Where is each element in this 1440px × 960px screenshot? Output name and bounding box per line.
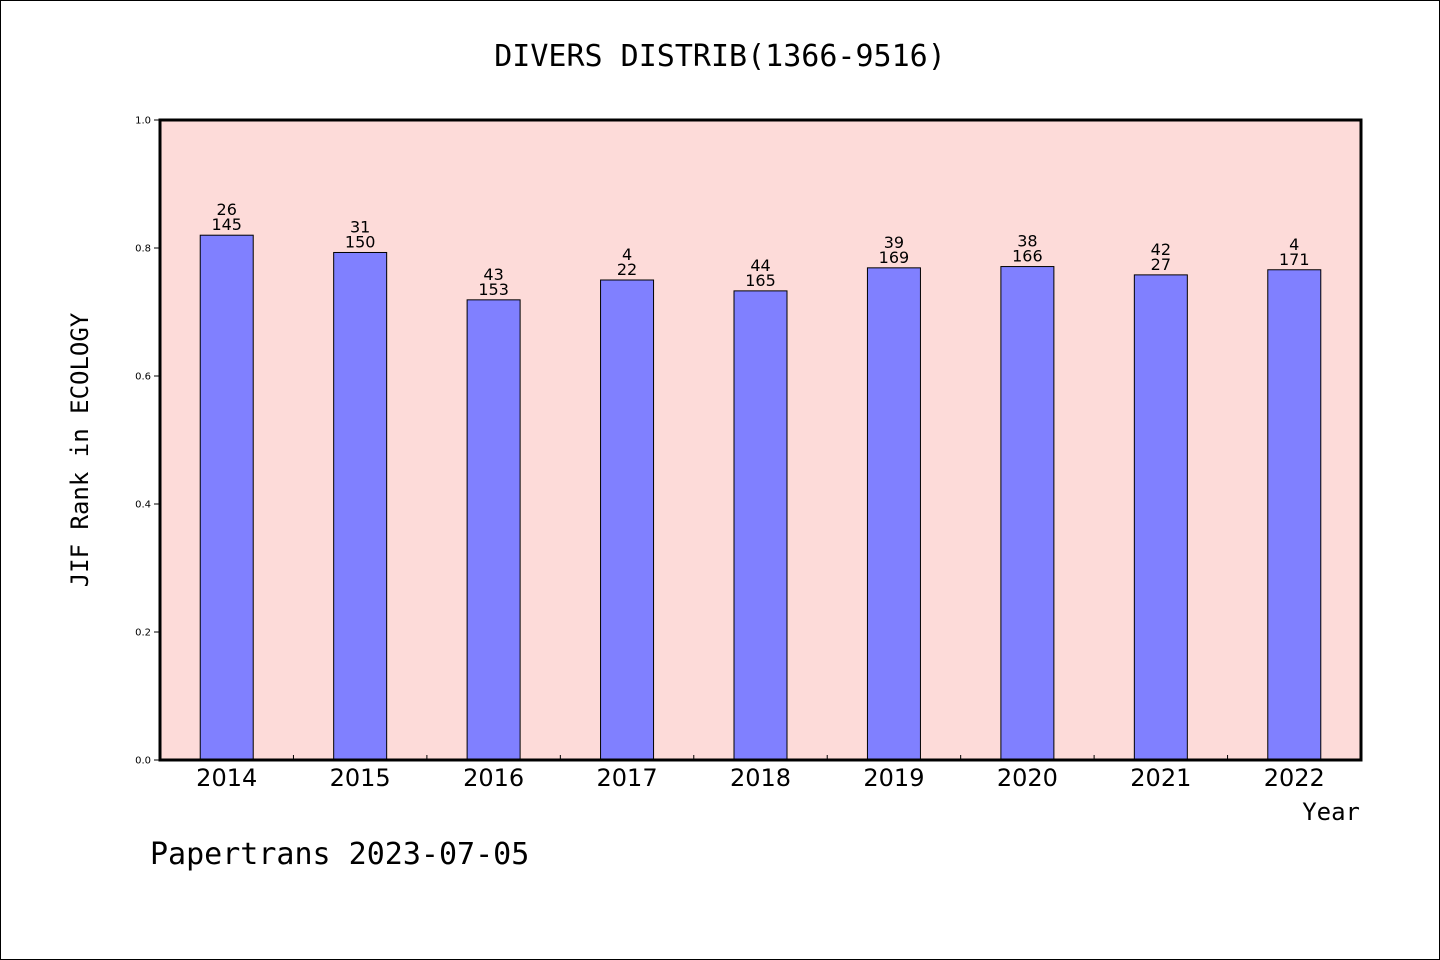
bar-rank-label: 4 <box>622 245 632 264</box>
bar-2014 <box>199 234 254 761</box>
chart-title: DIVERS DISTRIB(1366-9516) <box>494 39 946 74</box>
x-tick-label: 2015 <box>330 764 391 792</box>
bar-total-label: 27 <box>1151 255 1171 274</box>
x-tick-label: 2018 <box>730 764 791 792</box>
bar-total-label: 145 <box>211 215 242 234</box>
y-tick-label: 0.0 <box>135 756 151 767</box>
bar-total-label: 150 <box>345 232 376 251</box>
bar-rank-label: 44 <box>750 256 770 275</box>
bar-total-label: 22 <box>617 260 637 279</box>
bar-2016 <box>466 299 521 761</box>
y-axis: 0.0 0.2 0.4 0.6 0.8 1.0 <box>135 116 160 767</box>
bar-total-label: 169 <box>879 248 910 267</box>
y-tick-label: 0.6 <box>135 372 151 383</box>
x-tick-label: 2017 <box>597 764 658 792</box>
bar-rank-label: 38 <box>1017 232 1037 251</box>
x-tick-label: 2022 <box>1264 764 1325 792</box>
x-axis-label: Year <box>1302 798 1360 826</box>
bar-total-label: 165 <box>745 271 776 290</box>
bars-group <box>199 234 1322 761</box>
y-tick-label: 0.8 <box>135 244 151 255</box>
bar-total-label: 166 <box>1012 247 1043 266</box>
x-tick-label: 2014 <box>196 764 257 792</box>
bar-total-label: 171 <box>1279 250 1310 269</box>
bar-2021 <box>1133 274 1188 761</box>
bar-rank-label: 43 <box>483 265 503 284</box>
bar-2017 <box>600 279 655 761</box>
bar-rank-label: 4 <box>1289 235 1299 254</box>
bar-2018 <box>733 290 788 761</box>
bar-rank-label: 26 <box>217 200 237 219</box>
bar-2022 <box>1267 269 1322 761</box>
y-tick-label: 1.0 <box>135 116 151 127</box>
x-tick-label: 2021 <box>1130 764 1191 792</box>
x-tick-label: 2019 <box>863 764 924 792</box>
bar-rank-label: 31 <box>350 217 370 236</box>
y-tick-label: 0.2 <box>135 628 151 639</box>
plot-border <box>158 118 1363 762</box>
y-tick-label: 0.4 <box>135 500 151 511</box>
x-axis: 2014 2015 2016 2017 2018 2019 2020 2021 2022 <box>196 755 1325 792</box>
bar-rank-label: 39 <box>884 233 904 252</box>
x-tick-label: 2016 <box>463 764 524 792</box>
x-tick-label: 2020 <box>997 764 1058 792</box>
bar-rank-label: 42 <box>1151 240 1171 259</box>
y-axis-label: JIF Rank in ECOLOGY <box>66 312 94 587</box>
bar-2020 <box>1000 266 1055 761</box>
bar-2019 <box>866 267 921 761</box>
bar-2015 <box>333 251 388 761</box>
bar-total-label: 153 <box>478 280 509 299</box>
footer-credit: Papertrans 2023-07-05 <box>150 837 529 872</box>
